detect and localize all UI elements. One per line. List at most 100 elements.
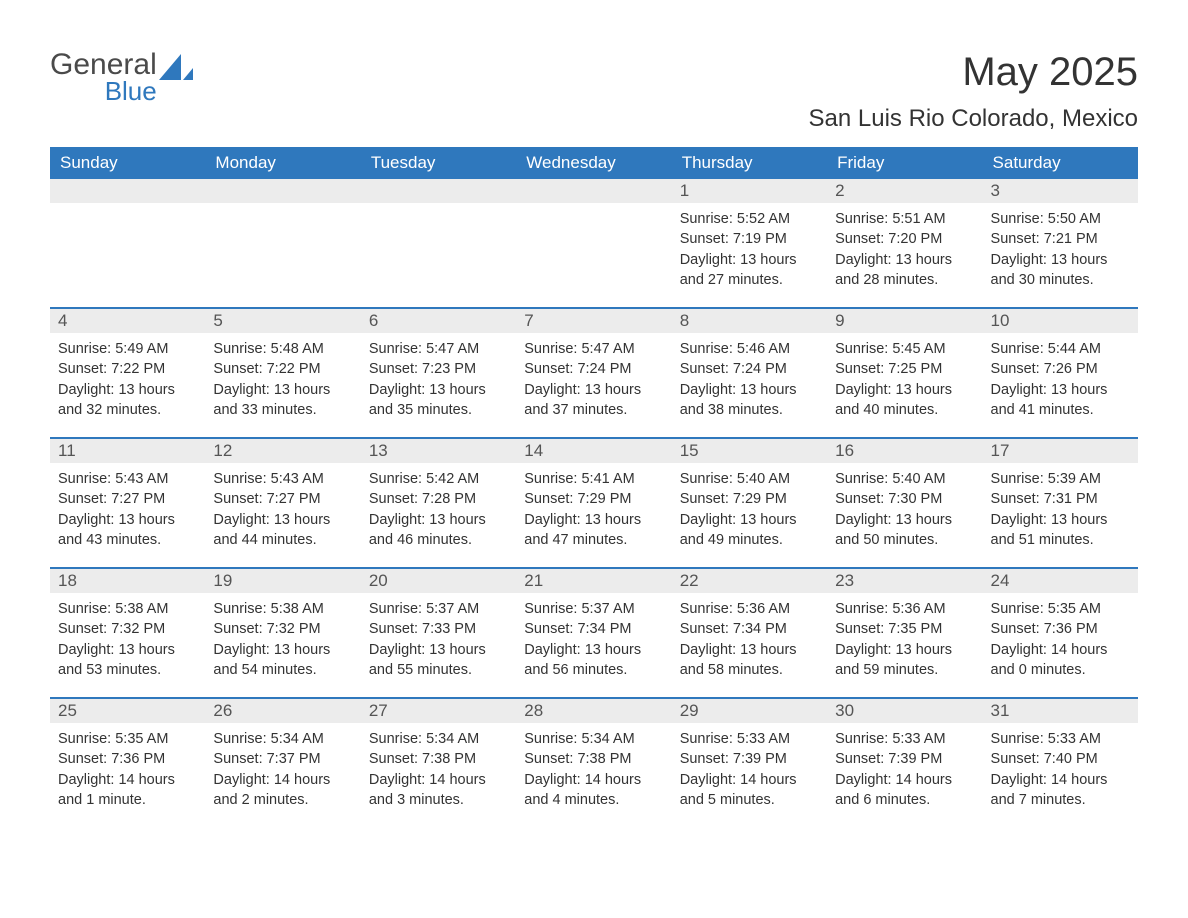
sunrise-text: Sunrise: 5:36 AM — [680, 599, 819, 619]
sunset-text: Sunset: 7:36 PM — [991, 619, 1130, 639]
sunset-text: Sunset: 7:26 PM — [991, 359, 1130, 379]
sunrise-text: Sunrise: 5:35 AM — [58, 729, 197, 749]
daylight-text: Daylight: 13 hours and 44 minutes. — [213, 510, 352, 551]
day-number: 7 — [516, 309, 671, 333]
daylight-text: Daylight: 13 hours and 27 minutes. — [680, 250, 819, 291]
day-number: 12 — [205, 439, 360, 463]
day-body: Sunrise: 5:41 AMSunset: 7:29 PMDaylight:… — [516, 463, 671, 560]
sunset-text: Sunset: 7:37 PM — [213, 749, 352, 769]
sunset-text: Sunset: 7:29 PM — [680, 489, 819, 509]
daylight-text: Daylight: 13 hours and 43 minutes. — [58, 510, 197, 551]
day-body: Sunrise: 5:36 AMSunset: 7:35 PMDaylight:… — [827, 593, 982, 690]
day-cell: 17Sunrise: 5:39 AMSunset: 7:31 PMDayligh… — [983, 439, 1138, 567]
sunrise-text: Sunrise: 5:49 AM — [58, 339, 197, 359]
day-body: Sunrise: 5:34 AMSunset: 7:37 PMDaylight:… — [205, 723, 360, 820]
day-body: Sunrise: 5:43 AMSunset: 7:27 PMDaylight:… — [50, 463, 205, 560]
day-body: Sunrise: 5:44 AMSunset: 7:26 PMDaylight:… — [983, 333, 1138, 430]
day-body: Sunrise: 5:48 AMSunset: 7:22 PMDaylight:… — [205, 333, 360, 430]
day-number: 25 — [50, 699, 205, 723]
daylight-text: Daylight: 13 hours and 47 minutes. — [524, 510, 663, 551]
day-body: Sunrise: 5:40 AMSunset: 7:30 PMDaylight:… — [827, 463, 982, 560]
daylight-text: Daylight: 13 hours and 41 minutes. — [991, 380, 1130, 421]
weekday-label: Friday — [827, 147, 982, 179]
week-row: 1Sunrise: 5:52 AMSunset: 7:19 PMDaylight… — [50, 179, 1138, 307]
daylight-text: Daylight: 13 hours and 59 minutes. — [835, 640, 974, 681]
day-body: Sunrise: 5:34 AMSunset: 7:38 PMDaylight:… — [361, 723, 516, 820]
daylight-text: Daylight: 13 hours and 46 minutes. — [369, 510, 508, 551]
day-cell: 3Sunrise: 5:50 AMSunset: 7:21 PMDaylight… — [983, 179, 1138, 307]
sunrise-text: Sunrise: 5:34 AM — [213, 729, 352, 749]
day-body: Sunrise: 5:34 AMSunset: 7:38 PMDaylight:… — [516, 723, 671, 820]
day-number: 18 — [50, 569, 205, 593]
sunrise-text: Sunrise: 5:39 AM — [991, 469, 1130, 489]
daylight-text: Daylight: 14 hours and 0 minutes. — [991, 640, 1130, 681]
day-cell — [361, 179, 516, 307]
day-body — [516, 203, 671, 273]
sunset-text: Sunset: 7:29 PM — [524, 489, 663, 509]
calendar-grid: Sunday Monday Tuesday Wednesday Thursday… — [50, 147, 1138, 827]
sunrise-text: Sunrise: 5:40 AM — [835, 469, 974, 489]
day-body: Sunrise: 5:38 AMSunset: 7:32 PMDaylight:… — [50, 593, 205, 690]
sunset-text: Sunset: 7:25 PM — [835, 359, 974, 379]
sunset-text: Sunset: 7:32 PM — [213, 619, 352, 639]
daylight-text: Daylight: 14 hours and 2 minutes. — [213, 770, 352, 811]
day-number: 2 — [827, 179, 982, 203]
day-number: 9 — [827, 309, 982, 333]
day-cell: 19Sunrise: 5:38 AMSunset: 7:32 PMDayligh… — [205, 569, 360, 697]
day-number: 31 — [983, 699, 1138, 723]
sunrise-text: Sunrise: 5:40 AM — [680, 469, 819, 489]
daylight-text: Daylight: 14 hours and 3 minutes. — [369, 770, 508, 811]
sunset-text: Sunset: 7:21 PM — [991, 229, 1130, 249]
week-row: 25Sunrise: 5:35 AMSunset: 7:36 PMDayligh… — [50, 697, 1138, 827]
daylight-text: Daylight: 13 hours and 53 minutes. — [58, 640, 197, 681]
daylight-text: Daylight: 13 hours and 58 minutes. — [680, 640, 819, 681]
day-cell: 11Sunrise: 5:43 AMSunset: 7:27 PMDayligh… — [50, 439, 205, 567]
sunset-text: Sunset: 7:23 PM — [369, 359, 508, 379]
sunset-text: Sunset: 7:35 PM — [835, 619, 974, 639]
sunset-text: Sunset: 7:20 PM — [835, 229, 974, 249]
day-body: Sunrise: 5:33 AMSunset: 7:39 PMDaylight:… — [827, 723, 982, 820]
weekday-label: Saturday — [983, 147, 1138, 179]
day-cell — [50, 179, 205, 307]
day-number: 3 — [983, 179, 1138, 203]
day-cell: 5Sunrise: 5:48 AMSunset: 7:22 PMDaylight… — [205, 309, 360, 437]
day-body: Sunrise: 5:35 AMSunset: 7:36 PMDaylight:… — [50, 723, 205, 820]
day-body: Sunrise: 5:42 AMSunset: 7:28 PMDaylight:… — [361, 463, 516, 560]
day-body: Sunrise: 5:46 AMSunset: 7:24 PMDaylight:… — [672, 333, 827, 430]
daylight-text: Daylight: 14 hours and 1 minute. — [58, 770, 197, 811]
day-cell: 8Sunrise: 5:46 AMSunset: 7:24 PMDaylight… — [672, 309, 827, 437]
sunset-text: Sunset: 7:39 PM — [835, 749, 974, 769]
day-cell: 25Sunrise: 5:35 AMSunset: 7:36 PMDayligh… — [50, 699, 205, 827]
day-number: 27 — [361, 699, 516, 723]
daylight-text: Daylight: 13 hours and 37 minutes. — [524, 380, 663, 421]
day-cell — [516, 179, 671, 307]
daylight-text: Daylight: 13 hours and 32 minutes. — [58, 380, 197, 421]
day-number: 14 — [516, 439, 671, 463]
day-body: Sunrise: 5:33 AMSunset: 7:39 PMDaylight:… — [672, 723, 827, 820]
day-number: 15 — [672, 439, 827, 463]
day-cell: 23Sunrise: 5:36 AMSunset: 7:35 PMDayligh… — [827, 569, 982, 697]
day-body — [205, 203, 360, 273]
day-cell: 1Sunrise: 5:52 AMSunset: 7:19 PMDaylight… — [672, 179, 827, 307]
daylight-text: Daylight: 13 hours and 49 minutes. — [680, 510, 819, 551]
day-cell: 16Sunrise: 5:40 AMSunset: 7:30 PMDayligh… — [827, 439, 982, 567]
sunset-text: Sunset: 7:39 PM — [680, 749, 819, 769]
day-body: Sunrise: 5:47 AMSunset: 7:24 PMDaylight:… — [516, 333, 671, 430]
sunrise-text: Sunrise: 5:43 AM — [58, 469, 197, 489]
sunset-text: Sunset: 7:34 PM — [524, 619, 663, 639]
weekday-header: Sunday Monday Tuesday Wednesday Thursday… — [50, 147, 1138, 179]
day-body: Sunrise: 5:36 AMSunset: 7:34 PMDaylight:… — [672, 593, 827, 690]
day-cell: 14Sunrise: 5:41 AMSunset: 7:29 PMDayligh… — [516, 439, 671, 567]
sunrise-text: Sunrise: 5:33 AM — [991, 729, 1130, 749]
day-cell: 18Sunrise: 5:38 AMSunset: 7:32 PMDayligh… — [50, 569, 205, 697]
daylight-text: Daylight: 13 hours and 54 minutes. — [213, 640, 352, 681]
sunset-text: Sunset: 7:28 PM — [369, 489, 508, 509]
sunset-text: Sunset: 7:36 PM — [58, 749, 197, 769]
day-cell: 6Sunrise: 5:47 AMSunset: 7:23 PMDaylight… — [361, 309, 516, 437]
daylight-text: Daylight: 13 hours and 33 minutes. — [213, 380, 352, 421]
day-body: Sunrise: 5:45 AMSunset: 7:25 PMDaylight:… — [827, 333, 982, 430]
day-body — [361, 203, 516, 273]
sunset-text: Sunset: 7:40 PM — [991, 749, 1130, 769]
day-cell: 9Sunrise: 5:45 AMSunset: 7:25 PMDaylight… — [827, 309, 982, 437]
sunrise-text: Sunrise: 5:35 AM — [991, 599, 1130, 619]
